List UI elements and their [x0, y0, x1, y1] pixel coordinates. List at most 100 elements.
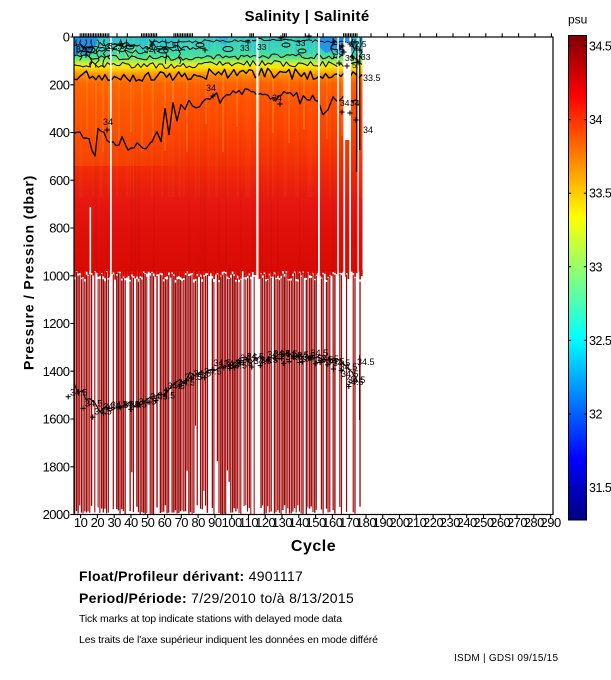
svg-text:33: 33 [589, 260, 602, 274]
svg-text:30: 30 [107, 515, 121, 530]
svg-text:1600: 1600 [43, 412, 70, 427]
svg-text:32.5: 32.5 [144, 44, 161, 54]
svg-text:Salinity | Salinité: Salinity | Salinité [245, 8, 370, 25]
svg-text:34: 34 [340, 98, 350, 108]
svg-text:80: 80 [191, 515, 205, 530]
svg-text:110: 110 [239, 515, 258, 530]
svg-text:34.5: 34.5 [280, 349, 298, 359]
svg-text:Les traits de l'axe supérieur: Les traits de l'axe supérieur indiquent … [79, 634, 378, 646]
svg-text:120: 120 [255, 515, 275, 530]
svg-text:270: 270 [507, 515, 527, 530]
svg-text:0: 0 [63, 30, 70, 45]
svg-text:Period/Période: 7/29/2010 to/à: Period/Période: 7/29/2010 to/à 8/13/2015 [79, 590, 354, 606]
svg-text:32.5: 32.5 [589, 334, 611, 348]
svg-text:1800: 1800 [43, 459, 70, 474]
svg-text:Cycle: Cycle [291, 538, 336, 555]
svg-text:70: 70 [175, 515, 189, 530]
svg-text:33: 33 [240, 43, 250, 53]
svg-text:800: 800 [49, 221, 69, 236]
svg-text:34.5: 34.5 [260, 355, 278, 365]
svg-text:33: 33 [345, 53, 355, 63]
svg-text:90: 90 [208, 515, 222, 530]
svg-text:230: 230 [440, 515, 460, 530]
svg-text:34: 34 [103, 117, 113, 127]
svg-text:33: 33 [257, 42, 267, 52]
svg-text:250: 250 [473, 515, 493, 530]
svg-text:10: 10 [74, 515, 88, 530]
svg-text:150: 150 [305, 515, 325, 530]
svg-text:60: 60 [158, 515, 172, 530]
svg-text:280: 280 [524, 515, 544, 530]
svg-text:32.5: 32.5 [108, 41, 125, 51]
svg-text:34: 34 [363, 125, 373, 135]
svg-text:34.5: 34.5 [285, 352, 303, 362]
svg-text:260: 260 [490, 515, 510, 530]
svg-text:5: 5 [172, 40, 177, 50]
svg-text:33: 33 [361, 52, 371, 62]
svg-text:40: 40 [124, 515, 138, 530]
svg-text:Float/Profileur dérivant: 4901: Float/Profileur dérivant: 4901117 [79, 568, 303, 584]
svg-text:1400: 1400 [43, 364, 70, 379]
svg-text:34.5: 34.5 [267, 350, 285, 360]
svg-text:31.5: 31.5 [589, 481, 611, 495]
svg-text:140: 140 [289, 515, 309, 530]
svg-text:34.5: 34.5 [305, 354, 323, 364]
svg-text:32.5: 32.5 [76, 44, 93, 54]
svg-text:34.5: 34.5 [224, 358, 242, 368]
svg-text:600: 600 [49, 173, 69, 188]
svg-text:190: 190 [373, 515, 393, 530]
svg-text:Tick marks at top indicate sta: Tick marks at top indicate stations with… [79, 613, 342, 625]
svg-text:34.5: 34.5 [247, 351, 265, 361]
svg-text:34.5: 34.5 [589, 40, 611, 54]
svg-text:34.5: 34.5 [213, 358, 231, 368]
svg-text:220: 220 [423, 515, 443, 530]
svg-text:34: 34 [350, 98, 360, 108]
svg-text:33: 33 [296, 38, 306, 48]
svg-text:290: 290 [540, 515, 560, 530]
svg-text:34.5: 34.5 [103, 402, 121, 412]
svg-text:psu: psu [568, 13, 587, 27]
svg-text:50: 50 [141, 515, 155, 530]
svg-text:34.5: 34.5 [158, 390, 176, 400]
svg-text:200: 200 [389, 515, 409, 530]
svg-text:34.5: 34.5 [273, 349, 291, 359]
svg-text:34.5: 34.5 [85, 399, 103, 409]
svg-text:33: 33 [334, 47, 344, 57]
svg-text:100: 100 [222, 515, 242, 530]
svg-text:200: 200 [49, 77, 69, 92]
svg-text:ISDM | GDSI 09/15/15: ISDM | GDSI 09/15/15 [454, 653, 558, 664]
svg-text:160: 160 [322, 515, 342, 530]
svg-text:34.5: 34.5 [333, 358, 351, 368]
svg-text:170: 170 [339, 515, 359, 530]
svg-text:34.5: 34.5 [122, 399, 140, 409]
svg-text:34.5: 34.5 [70, 387, 88, 397]
svg-text:34.5: 34.5 [348, 375, 366, 385]
svg-text:1200: 1200 [43, 316, 70, 331]
svg-text:34.5: 34.5 [139, 397, 157, 407]
svg-text:34: 34 [206, 83, 216, 93]
svg-text:32.5: 32.5 [350, 39, 367, 49]
svg-text:34.5: 34.5 [311, 348, 329, 358]
svg-text:34.5: 34.5 [316, 355, 334, 365]
svg-text:32: 32 [589, 408, 602, 422]
svg-text:34.5: 34.5 [341, 369, 359, 379]
svg-text:240: 240 [457, 515, 477, 530]
svg-text:Pressure / Pression (dbar): Pressure / Pression (dbar) [21, 175, 37, 370]
svg-text:34.5: 34.5 [185, 372, 203, 382]
svg-text:34.5: 34.5 [229, 360, 247, 370]
svg-text:210: 210 [406, 515, 426, 530]
svg-text:34.5: 34.5 [340, 362, 358, 372]
svg-text:34.5: 34.5 [298, 351, 316, 361]
svg-text:33.5: 33.5 [363, 73, 381, 83]
svg-text:34: 34 [272, 93, 282, 103]
svg-text:130: 130 [272, 515, 292, 530]
svg-text:34.5: 34.5 [346, 377, 364, 387]
svg-text:180: 180 [356, 515, 376, 530]
svg-text:34.5: 34.5 [167, 381, 185, 391]
svg-text:34.5: 34.5 [357, 357, 375, 367]
svg-text:33.5: 33.5 [589, 187, 611, 201]
svg-text:34.5: 34.5 [327, 357, 345, 367]
svg-text:34.5: 34.5 [322, 354, 340, 364]
svg-text:1000: 1000 [43, 268, 70, 283]
svg-text:34.5: 34.5 [111, 400, 129, 410]
